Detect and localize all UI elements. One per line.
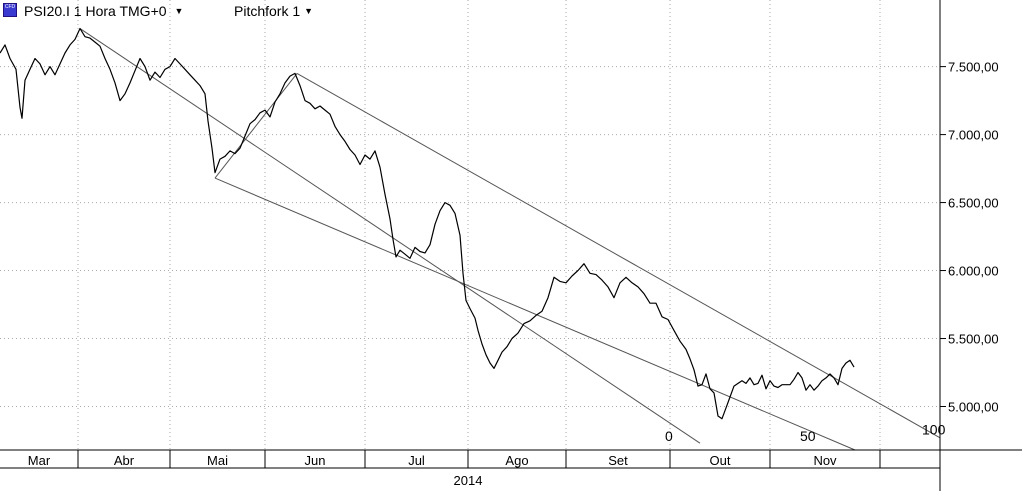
month-label: Abr xyxy=(114,453,135,468)
year-label: 2014 xyxy=(454,473,483,488)
y-tick-label: 6.000,00 xyxy=(948,264,999,279)
y-tick-label: 7.000,00 xyxy=(948,128,999,143)
y-axis: 5.000,00 5.500,00 6.000,00 6.500,00 7.000,00… xyxy=(940,60,999,414)
chevron-down-icon[interactable]: ▼ xyxy=(304,6,314,16)
pitchfork-lower-line[interactable] xyxy=(214,177,856,451)
month-label: Nov xyxy=(813,453,837,468)
pitchfork-level-labels: 0 50 100 xyxy=(665,421,946,444)
month-label: Out xyxy=(710,453,731,468)
y-tick-label: 7.500,00 xyxy=(948,60,999,75)
month-label: Ago xyxy=(505,453,528,468)
price-series-line xyxy=(0,27,855,420)
y-tick-label: 5.500,00 xyxy=(948,332,999,347)
month-label: Jul xyxy=(408,453,425,468)
y-tick-label: 5.000,00 xyxy=(948,399,999,414)
month-label: Mar xyxy=(28,453,51,468)
month-label: Set xyxy=(608,453,628,468)
pitchfork-label: Pitchfork 1 xyxy=(234,3,301,19)
pitchfork-level-label: 100 xyxy=(922,421,946,437)
pitchfork-level-label: 50 xyxy=(800,428,816,444)
pitchfork-level-label: 0 xyxy=(665,428,673,444)
month-label: Mai xyxy=(207,453,228,468)
grid xyxy=(0,0,940,450)
month-label: Jun xyxy=(305,453,326,468)
cfd-icon: CFD xyxy=(3,3,17,17)
chevron-down-icon[interactable]: ▼ xyxy=(174,6,184,16)
pitchfork-selector[interactable]: Pitchfork 1 ▼ xyxy=(234,2,313,20)
pitchfork-median-line[interactable] xyxy=(79,28,701,444)
symbol-selector[interactable]: CFD PSI20.I 1 Hora TMG+0 ▼ xyxy=(3,2,184,20)
pitchfork-upper-line[interactable] xyxy=(296,72,941,439)
y-tick-label: 6.500,00 xyxy=(948,196,999,211)
pitchfork-handle-line[interactable] xyxy=(214,73,298,179)
symbol-label: PSI20.I 1 Hora TMG+0 xyxy=(24,3,167,19)
x-axis: Mar Abr Mai Jun Jul Ago Set Out Nov xyxy=(28,450,881,468)
